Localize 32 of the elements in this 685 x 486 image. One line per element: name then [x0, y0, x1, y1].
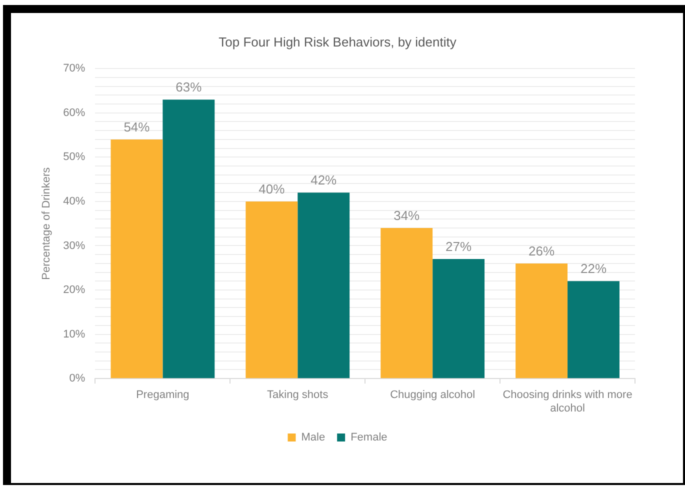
bar [432, 259, 485, 378]
data-label: 42% [310, 172, 338, 188]
y-tick-label: 50% [63, 151, 86, 164]
x-tick-label: Taking shots [267, 389, 329, 402]
data-label: 27% [446, 239, 472, 254]
data-label: 54% [124, 120, 150, 135]
data-label: 22% [580, 261, 607, 276]
bar [516, 263, 568, 378]
x-tick-label: Choosing drinks with more alcohol [502, 389, 632, 414]
y-tick-label: 40% [63, 195, 86, 208]
x-tick-label: Chugging alcohol [390, 389, 476, 402]
y-tick-label: 70% [63, 62, 86, 75]
legend-label: Female [350, 432, 388, 444]
bar [162, 100, 215, 378]
data-label: 63% [176, 80, 202, 95]
data-label: 26% [528, 244, 555, 259]
y-tick-label: 10% [63, 328, 86, 340]
bar [246, 201, 298, 378]
legend-label: Male [301, 432, 326, 444]
y-tick-label: 30% [63, 240, 86, 252]
bar [110, 139, 163, 378]
data-label: 40% [258, 182, 286, 197]
y-tick-label: 60% [63, 106, 86, 119]
bar [298, 192, 350, 378]
bar [568, 281, 620, 378]
data-label: 34% [394, 208, 420, 224]
chart-title: Top Four High Risk Behaviors, by identity [218, 34, 457, 50]
y-tick-label: 0% [69, 372, 86, 385]
bar [380, 228, 433, 378]
x-tick-label: Pregaming [136, 389, 190, 402]
y-axis-title: Percentage of Drinkers [40, 166, 53, 280]
y-tick-label: 20% [63, 284, 86, 296]
